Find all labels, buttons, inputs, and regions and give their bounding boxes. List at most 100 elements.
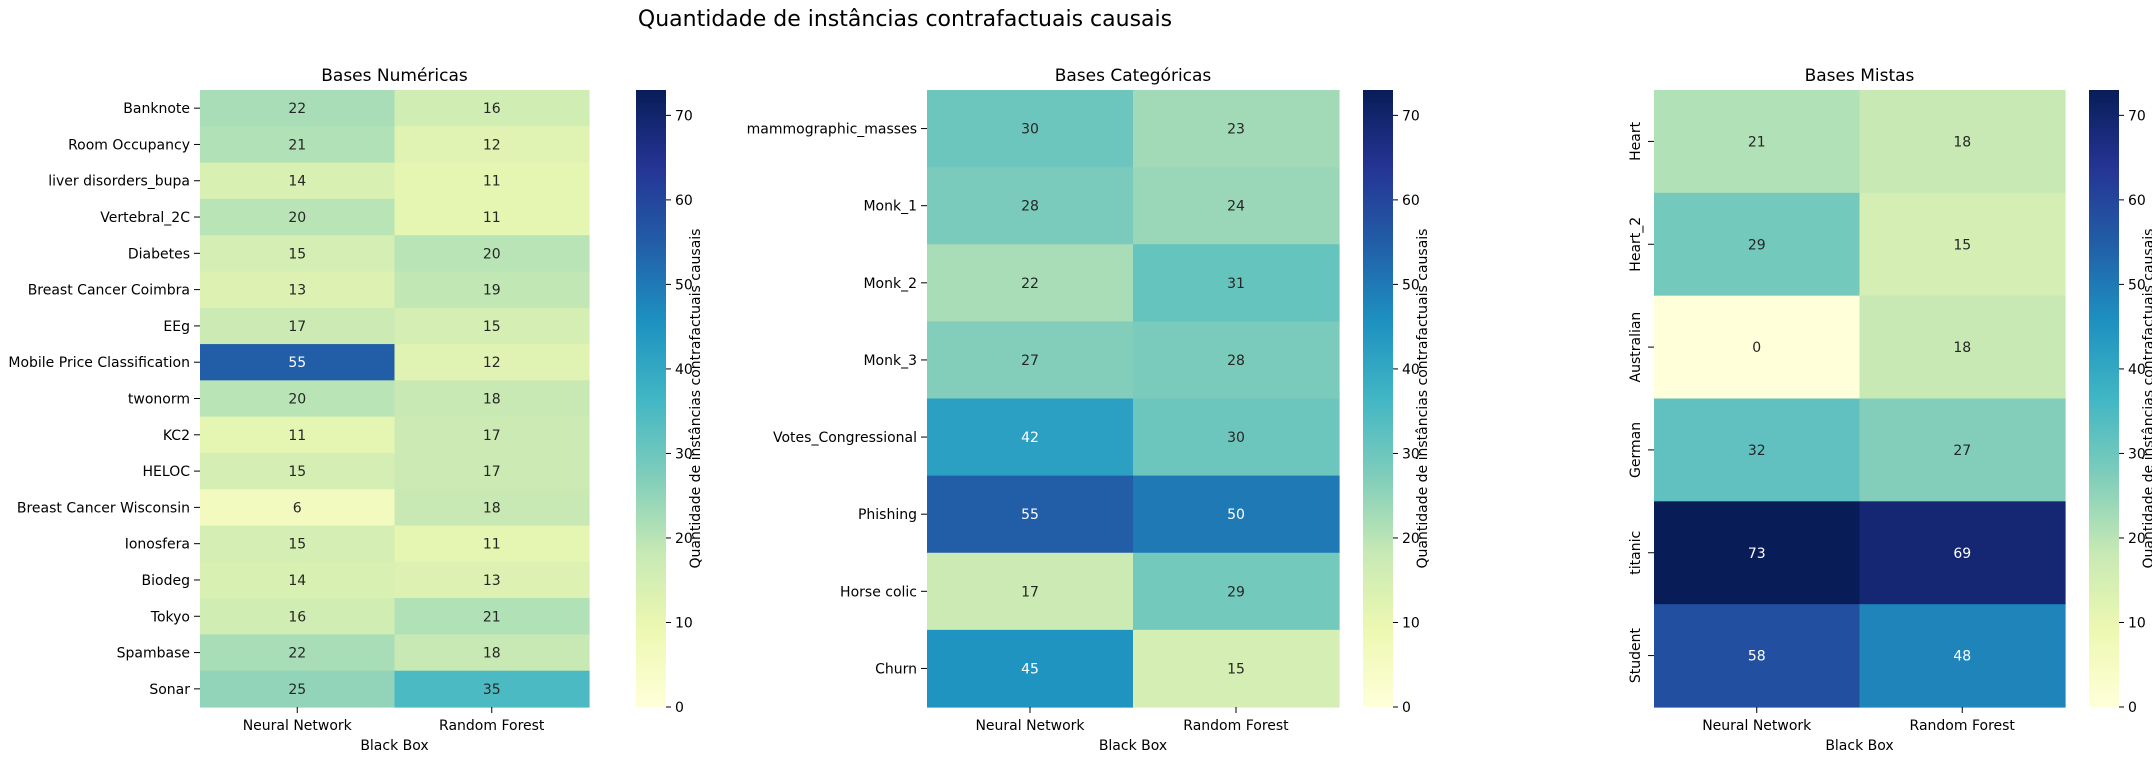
heatmap-cell xyxy=(394,126,590,164)
colorbar-tick-label: 10 xyxy=(2128,615,2146,631)
cell-value-label: 6 xyxy=(293,500,302,516)
cell-value-label: 21 xyxy=(483,609,501,625)
y-tick-label: Votes_Congressional xyxy=(773,430,917,446)
heatmap-cell xyxy=(394,634,590,672)
x-tick-label: Random Forest xyxy=(1183,718,1289,734)
cell-value-label: 30 xyxy=(1227,430,1245,446)
colorbar-tick-label: 40 xyxy=(2128,362,2146,378)
y-tick-label: German xyxy=(1628,422,1644,478)
cell-value-label: 29 xyxy=(1227,584,1245,600)
cell-value-label: 24 xyxy=(1227,199,1245,215)
colorbar-tick-label: 40 xyxy=(1402,362,1420,378)
colorbar-tick-label: 30 xyxy=(2128,446,2146,462)
heatmap-cell xyxy=(200,452,396,490)
cell-value-label: 16 xyxy=(483,101,501,117)
heatmap-cell xyxy=(200,380,396,418)
colorbar-tick-label: 50 xyxy=(1402,277,1420,293)
heatmap-cell xyxy=(1859,501,2066,605)
colorbar-tick-label: 0 xyxy=(675,700,684,716)
heatmap-cell xyxy=(927,475,1134,554)
heatmap-cell xyxy=(1859,90,2066,194)
colorbar-label: Quantidade de instâncias contrafactuais … xyxy=(1415,229,1431,569)
cell-value-label: 58 xyxy=(1748,649,1766,665)
colorbar-tick-label: 20 xyxy=(1402,531,1420,547)
y-tick-label: mammographic_masses xyxy=(747,122,917,138)
heatmap-cell xyxy=(1654,90,1861,194)
heatmap-cell xyxy=(1133,167,1340,245)
heatmap-cell xyxy=(1133,552,1340,631)
heatmap-cell xyxy=(394,416,590,454)
heatmap-cell xyxy=(200,344,396,381)
cell-value-label: 12 xyxy=(483,355,501,371)
cell-value-label: 21 xyxy=(288,137,306,153)
heatmap-cell xyxy=(200,271,396,309)
colorbar-tick-label: 40 xyxy=(675,362,693,378)
heatmap-cell xyxy=(1859,398,2066,502)
colorbar-label: Quantidade de instâncias contrafactuais … xyxy=(688,229,704,569)
cell-value-label: 20 xyxy=(288,210,306,226)
cell-value-label: 22 xyxy=(1021,276,1039,292)
colorbar-tick-label: 50 xyxy=(675,277,693,293)
colorbar-tick-label: 60 xyxy=(675,193,693,209)
y-tick-label: Student xyxy=(1628,628,1644,684)
cell-value-label: 11 xyxy=(288,428,306,444)
y-tick-label: Breast Cancer Coimbra xyxy=(28,283,190,299)
heatmap-cell xyxy=(927,321,1134,400)
heatmap-panel-2: Bases Categóricas 30 23 28 24 22 31 27 28 42 30 55 5… xyxy=(747,66,1431,754)
cell-value-label: 55 xyxy=(288,355,306,371)
y-tick-label: Spambase xyxy=(117,646,190,662)
cell-value-label: 55 xyxy=(1021,507,1039,523)
heatmap-cell xyxy=(394,452,590,490)
heatmap-cell xyxy=(200,162,396,200)
colorbar-tick-label: 30 xyxy=(1402,446,1420,462)
figure-title: Quantidade de instâncias contrafactuais … xyxy=(638,7,1172,32)
colorbar-tick-label: 70 xyxy=(1402,108,1420,124)
x-axis-label: Black Box xyxy=(1099,738,1167,754)
cell-value-label: 25 xyxy=(288,682,306,698)
panel-title: Bases Mistas xyxy=(1805,66,1915,86)
cell-value-label: 29 xyxy=(1748,237,1766,253)
heatmap-panel-1: Bases Numéricas 22 16 21 12 14 11 20 11 15 20 13 19 1… xyxy=(8,66,704,754)
y-tick-label: KC2 xyxy=(163,428,190,444)
heatmap-cell xyxy=(1654,295,1861,400)
heatmap-cell xyxy=(1859,192,2066,297)
colorbar-tick-label: 70 xyxy=(675,108,693,124)
heatmap-cell xyxy=(394,380,590,418)
cell-value-label: 15 xyxy=(288,537,306,553)
x-tick-label: Neural Network xyxy=(975,718,1085,734)
heatmap-cell xyxy=(927,167,1134,245)
heatmap-cell xyxy=(200,307,396,345)
colorbar-label: Quantidade de instâncias contrafactuais … xyxy=(2141,229,2152,569)
heatmap-cell xyxy=(394,561,590,599)
y-tick-label: Australian xyxy=(1628,312,1644,383)
cell-value-label: 20 xyxy=(288,392,306,408)
cell-value-label: 17 xyxy=(288,319,306,335)
y-tick-label: Ionosfera xyxy=(125,537,190,553)
cell-value-label: 48 xyxy=(1953,649,1971,665)
heatmap-cell xyxy=(394,307,590,345)
panel-title: Bases Categóricas xyxy=(1055,66,1212,86)
cell-value-label: 18 xyxy=(1953,134,1971,150)
y-tick-label: Monk_1 xyxy=(863,199,917,215)
heatmap-cell xyxy=(1133,321,1340,400)
heatmap-cell xyxy=(927,90,1134,168)
cell-value-label: 15 xyxy=(1227,661,1245,677)
colorbar xyxy=(2089,90,2119,707)
cell-value-label: 35 xyxy=(483,682,501,698)
cell-value-label: 11 xyxy=(483,174,501,190)
cell-value-label: 0 xyxy=(1752,340,1761,356)
heatmap-cell xyxy=(394,670,590,708)
cell-value-label: 11 xyxy=(483,537,501,553)
cell-value-label: 21 xyxy=(1748,134,1766,150)
heatmap-cell xyxy=(1133,629,1340,708)
colorbar-tick-label: 10 xyxy=(1402,615,1420,631)
heatmap-cell xyxy=(200,561,396,599)
cell-value-label: 28 xyxy=(1021,199,1039,215)
y-tick-label: Monk_2 xyxy=(863,276,917,292)
heatmap-cell xyxy=(394,271,590,309)
heatmap-cell xyxy=(927,629,1134,708)
heatmap-cell xyxy=(1133,244,1340,322)
y-tick-label: Horse colic xyxy=(840,584,917,600)
heatmap-cell xyxy=(200,126,396,164)
